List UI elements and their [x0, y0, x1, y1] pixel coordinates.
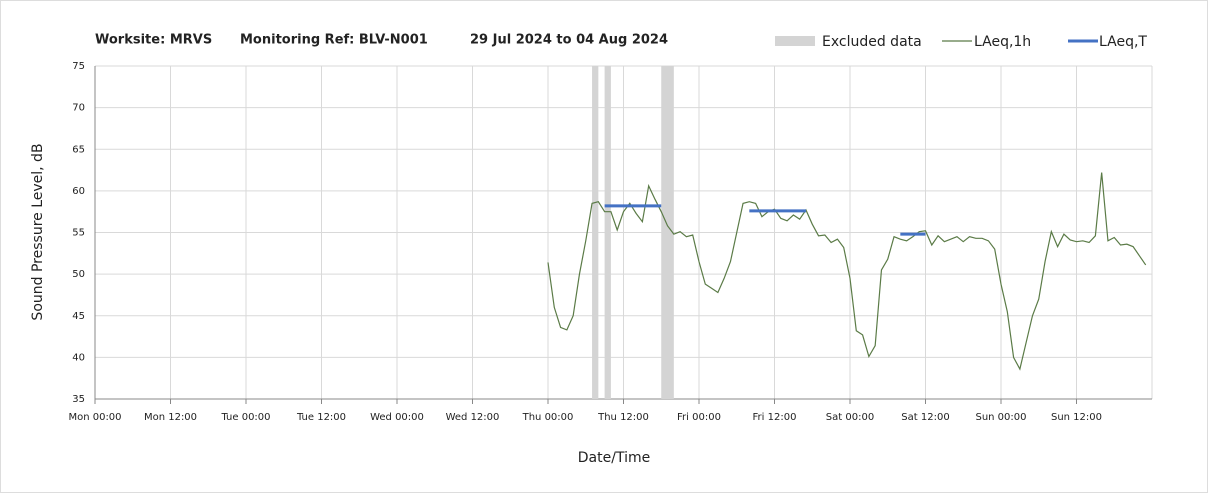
x-tick-label: Tue 00:00 — [220, 412, 270, 423]
legend-label: Excluded data — [822, 34, 922, 50]
x-tick-label: Fri 12:00 — [753, 412, 797, 423]
legend-swatch — [775, 36, 815, 46]
excluded-band — [604, 66, 611, 399]
x-tick-label: Mon 00:00 — [68, 412, 121, 423]
legend-label: LAeq,1h — [974, 34, 1031, 50]
title-site: Worksite: MRVS — [95, 33, 212, 48]
y-tick-label: 75 — [72, 61, 85, 72]
x-tick-label: Sun 12:00 — [1051, 412, 1102, 423]
y-tick-label: 55 — [72, 228, 85, 239]
x-tick-label: Sun 00:00 — [975, 412, 1026, 423]
y-tick-label: 60 — [72, 186, 85, 197]
title-dates: 29 Jul 2024 to 04 Aug 2024 — [470, 33, 668, 48]
x-tick-label: Wed 00:00 — [370, 412, 424, 423]
excluded-band — [592, 66, 599, 399]
excluded-band — [661, 66, 674, 399]
y-axis-label: Sound Pressure Level, dB — [30, 143, 46, 320]
y-tick-label: 70 — [72, 103, 85, 114]
y-tick-label: 45 — [72, 311, 85, 322]
title-ref: Monitoring Ref: BLV-N001 — [240, 33, 428, 48]
x-tick-label: Sat 00:00 — [826, 412, 874, 423]
x-tick-label: Wed 12:00 — [446, 412, 500, 423]
data-line — [547, 172, 1147, 371]
x-tick-label: Thu 00:00 — [522, 412, 574, 423]
legend-label: LAeq,T — [1099, 34, 1147, 50]
x-tick-label: Sat 12:00 — [901, 412, 949, 423]
y-tick-label: 65 — [72, 144, 85, 155]
x-tick-label: Mon 12:00 — [144, 412, 197, 423]
y-tick-label: 35 — [72, 394, 85, 405]
y-tick-label: 40 — [72, 352, 85, 363]
x-tick-label: Tue 12:00 — [296, 412, 346, 423]
x-tick-label: Thu 12:00 — [597, 412, 649, 423]
x-axis-label: Date/Time — [578, 450, 650, 466]
x-tick-label: Fri 00:00 — [677, 412, 721, 423]
y-tick-label: 50 — [72, 269, 85, 280]
